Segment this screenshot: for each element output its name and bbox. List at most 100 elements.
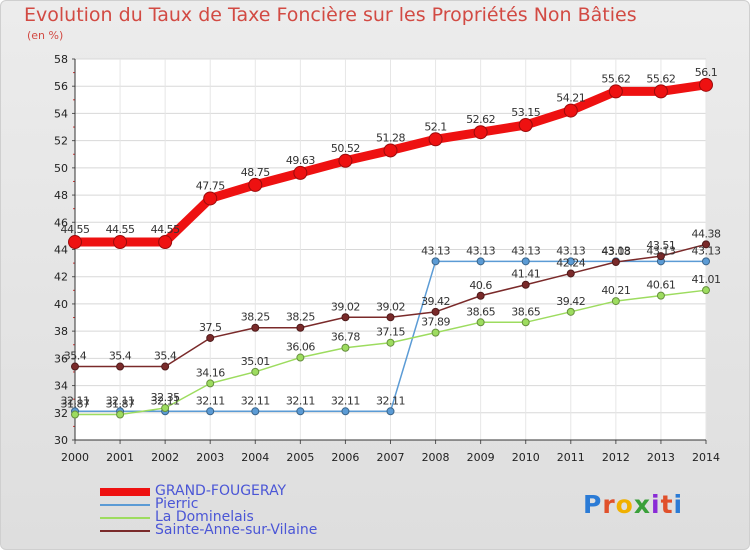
data-point — [296, 353, 305, 362]
data-label: 47.75 — [196, 179, 225, 192]
data-label: 41.41 — [511, 268, 540, 281]
data-label: 32.11 — [286, 394, 315, 407]
logo-letter: r — [602, 490, 616, 519]
data-label: 34.16 — [196, 366, 225, 379]
data-label: 31.87 — [106, 398, 135, 411]
data-label: 43.13 — [601, 244, 630, 257]
legend-label: Pierric — [155, 496, 199, 512]
x-tick-label: 2010 — [512, 451, 540, 464]
data-label: 53.15 — [511, 106, 540, 119]
data-point — [476, 257, 485, 266]
data-label: 44.55 — [151, 223, 180, 236]
legend-swatch — [100, 488, 150, 496]
legend-swatch — [100, 530, 150, 532]
x-tick-label: 2011 — [557, 451, 585, 464]
data-point — [431, 328, 440, 337]
y-tick-label: 58 — [54, 53, 68, 66]
data-point — [68, 235, 82, 250]
legend-label: GRAND-FOUGERAY — [155, 483, 287, 499]
data-point — [161, 362, 170, 371]
data-label: 32.11 — [376, 394, 405, 407]
data-point — [341, 343, 350, 352]
logo-letter: t — [660, 490, 674, 519]
data-label: 51.28 — [376, 131, 405, 144]
data-point — [251, 367, 260, 376]
data-label: 56.1 — [695, 66, 718, 79]
data-label: 49.63 — [286, 154, 315, 167]
axis-layer: 30 32 34 36 38 40 42 44 46 48 50 52 54 56 58 2000 2001 20… — [54, 53, 720, 464]
y-tick-label: 34 — [54, 380, 68, 393]
logo-letter: x — [633, 490, 651, 519]
data-point — [203, 191, 218, 206]
data-label: 39.42 — [556, 295, 585, 308]
data-point — [431, 257, 440, 266]
data-point — [611, 297, 620, 306]
data-point — [566, 257, 575, 266]
y-tick-label: 50 — [54, 162, 68, 175]
data-point — [656, 291, 665, 300]
data-label: 38.65 — [466, 305, 495, 318]
data-point — [161, 404, 170, 413]
data-label: 41.01 — [692, 273, 721, 286]
data-point — [248, 177, 263, 192]
data-point — [296, 323, 305, 332]
data-label: 55.62 — [646, 72, 675, 85]
data-label: 36.78 — [331, 331, 360, 344]
data-label: 43.51 — [646, 239, 675, 252]
data-label: 32.11 — [331, 394, 360, 407]
data-label: 43.13 — [466, 244, 495, 257]
data-point — [116, 362, 125, 371]
data-label: 42.24 — [556, 256, 585, 269]
data-point — [251, 323, 260, 332]
x-tick-label: 2000 — [61, 451, 89, 464]
data-point — [653, 84, 668, 99]
data-label: 35.4 — [64, 350, 87, 363]
data-label: 38.25 — [286, 311, 315, 324]
data-label: 38.65 — [511, 305, 540, 318]
data-point — [476, 291, 485, 300]
data-point — [383, 143, 398, 158]
x-tick-label: 2013 — [647, 451, 675, 464]
x-tick-label: 2008 — [422, 451, 450, 464]
data-point — [116, 410, 125, 419]
logo-letter: P — [583, 490, 603, 519]
data-label: 32.11 — [241, 394, 270, 407]
data-point — [428, 132, 443, 147]
data-label: 32.11 — [151, 394, 180, 407]
x-tick-label: 2009 — [467, 451, 495, 464]
data-label: 43.13 — [511, 244, 540, 257]
data-point — [656, 252, 665, 261]
x-tick-label: 2006 — [331, 451, 359, 464]
y-tick-label: 38 — [54, 325, 68, 338]
data-label: 40.21 — [601, 284, 630, 297]
y-tick-label: 36 — [54, 352, 68, 365]
logo-letter: i — [673, 490, 684, 519]
data-point — [338, 153, 353, 168]
proxiti-logo: Proxiti — [583, 490, 683, 519]
data-label: 36.06 — [286, 341, 315, 354]
x-tick-label: 2012 — [602, 451, 630, 464]
data-label: 37.89 — [421, 316, 450, 329]
data-label: 43.13 — [421, 244, 450, 257]
data-label: 43.13 — [556, 244, 585, 257]
data-point — [611, 258, 620, 267]
y-tick-label: 54 — [54, 107, 68, 120]
data-point — [518, 117, 533, 132]
y-tick-label: 30 — [54, 434, 68, 447]
chart-title: Evolution du Taux de Taxe Foncière sur l… — [24, 4, 637, 26]
data-label: 35.4 — [109, 350, 132, 363]
legend-label: Sainte-Anne-sur-Vilaine — [155, 522, 318, 538]
x-tick-label: 2003 — [196, 451, 224, 464]
data-label: 39.02 — [331, 300, 360, 313]
logo-letter: i — [651, 490, 661, 519]
data-point — [158, 235, 173, 250]
data-label: 40.61 — [646, 279, 675, 292]
x-tick-label: 2002 — [151, 451, 179, 464]
x-tick-label: 2014 — [692, 451, 720, 464]
data-label: 52.62 — [466, 113, 495, 126]
data-point — [521, 257, 530, 266]
data-point — [71, 410, 79, 419]
y-tick-label: 46 — [54, 216, 68, 229]
data-label: 43.13 — [646, 244, 675, 257]
